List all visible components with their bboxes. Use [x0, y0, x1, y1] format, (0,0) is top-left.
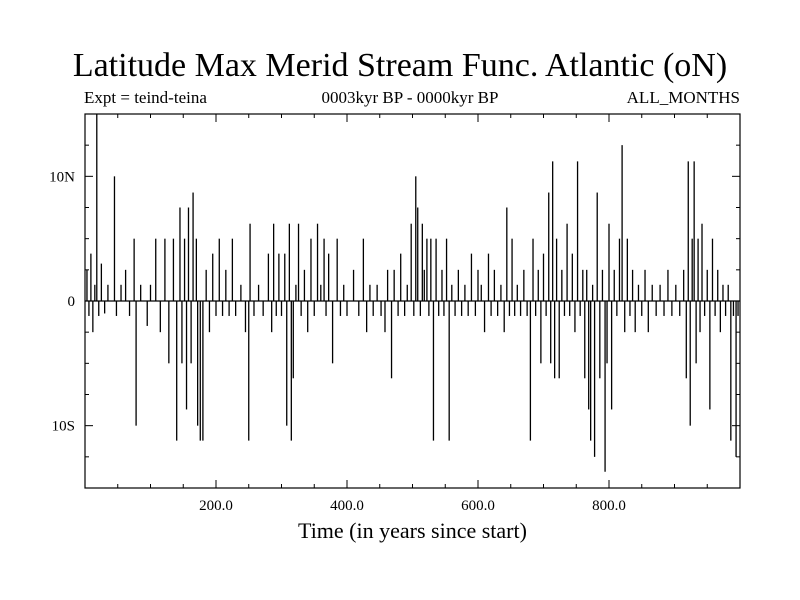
experiment-label: Expt = teind-teina [84, 88, 207, 107]
axis-ticks [85, 114, 740, 488]
y-tick-label: 0 [68, 294, 76, 310]
axis-tick-labels: 200.0 400.0 600.0 800.0 10N 0 10S [49, 169, 626, 514]
x-tick-label: 600.0 [461, 498, 495, 514]
x-tick-label: 400.0 [330, 498, 364, 514]
series-spikes [85, 114, 740, 472]
x-tick-label: 200.0 [199, 498, 233, 514]
chart-title: Latitude Max Merid Stream Func. Atlantic… [72, 47, 728, 84]
y-tick-label: 10S [52, 419, 75, 435]
x-axis-label: Time (in years since start) [298, 518, 527, 543]
y-tick-label: 10N [49, 169, 75, 185]
months-label: ALL_MONTHS [626, 88, 740, 107]
period-label: 0003kyr BP - 0000kyr BP [321, 88, 499, 107]
x-tick-label: 800.0 [592, 498, 626, 514]
